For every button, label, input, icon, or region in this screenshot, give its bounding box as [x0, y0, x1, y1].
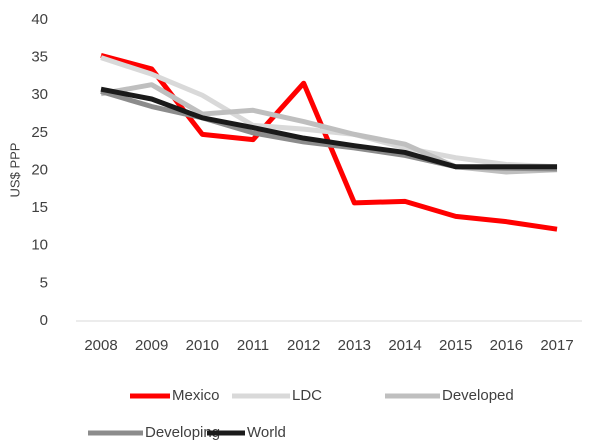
x-tick-label: 2011	[237, 337, 269, 354]
y-tick-label: 25	[31, 124, 48, 141]
x-tick-label: 2015	[439, 337, 472, 354]
series-line	[100, 82, 558, 175]
x-tick-label: 2009	[135, 337, 168, 354]
x-tick-label: 2016	[490, 337, 523, 354]
legend-label: LDC	[292, 387, 322, 404]
legend-label: Developed	[442, 387, 514, 404]
y-tick-label: 30	[31, 86, 48, 103]
y-tick-label: 15	[31, 199, 48, 216]
y-tick-label: 20	[31, 161, 48, 178]
y-tick-label: 0	[40, 312, 48, 329]
y-axis-label: US$ PPP	[7, 143, 22, 198]
series-line	[100, 86, 558, 170]
x-tick-label: 2014	[388, 337, 421, 354]
legend-label: Developing	[145, 424, 220, 441]
y-tick-label: 40	[31, 11, 48, 28]
legend-label: Mexico	[172, 387, 220, 404]
series-line	[100, 55, 558, 170]
y-tick-label: 5	[40, 274, 48, 291]
x-tick-label: 2013	[338, 337, 371, 354]
y-tick-label: 35	[31, 49, 48, 66]
x-tick-label: 2017	[540, 337, 573, 354]
x-tick-label: 2008	[84, 337, 117, 354]
legend-label: World	[247, 424, 286, 441]
x-tick-label: 2010	[186, 337, 219, 354]
y-tick-label: 10	[31, 237, 48, 254]
x-tick-label: 2012	[287, 337, 320, 354]
